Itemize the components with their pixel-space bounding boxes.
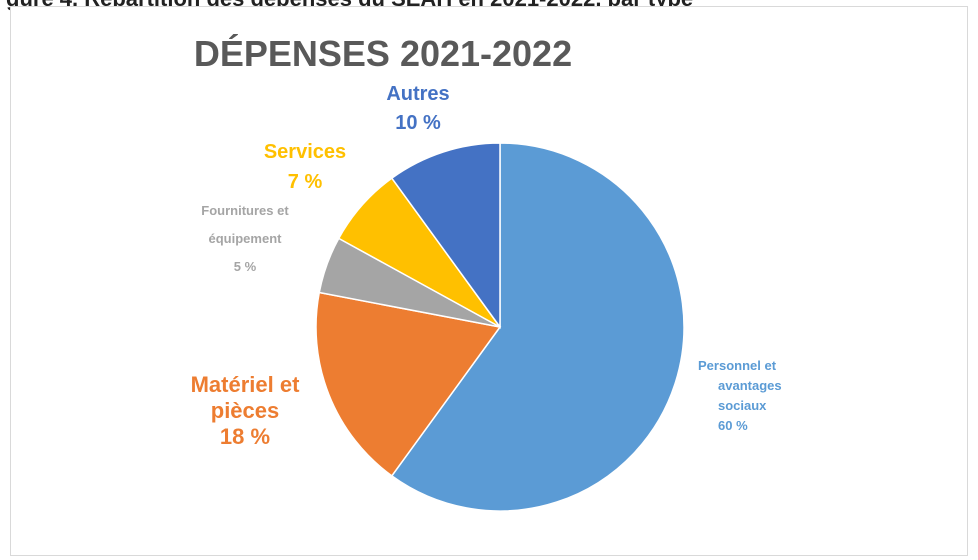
pie-slice-4 <box>390 142 501 330</box>
slice-value-label-1: 18 % <box>220 424 270 449</box>
slice-value-label-2: 5 % <box>234 259 257 274</box>
figure-caption-text: gure 4. Répartition des dépenses du SEAH… <box>6 0 693 12</box>
slice-value-label-0: 60 % <box>718 418 748 433</box>
slice-value-label-3: 7 % <box>288 171 323 193</box>
slice-category-label-1: Matériel et <box>191 372 300 397</box>
pie-slice-1 <box>315 291 502 477</box>
figure-caption: gure 4. Répartition des dépenses du SEAH… <box>0 0 978 18</box>
slice-category-label-3: Services <box>264 141 346 163</box>
slice-category-label-4: Autres <box>386 83 449 105</box>
slice-category-label-0: Personnel et <box>698 358 777 373</box>
pie-slice-0 <box>390 142 685 512</box>
slice-category-label-2: équipement <box>209 231 283 246</box>
slice-category-label-0: sociaux <box>718 398 767 413</box>
slice-category-label-2: Fournitures et <box>201 203 289 218</box>
slice-category-label-1: pièces <box>211 398 280 423</box>
chart-title: DÉPENSES 2021-2022 <box>194 33 572 74</box>
slice-category-label-0: avantages <box>718 378 782 393</box>
slice-value-label-4: 10 % <box>395 112 441 134</box>
